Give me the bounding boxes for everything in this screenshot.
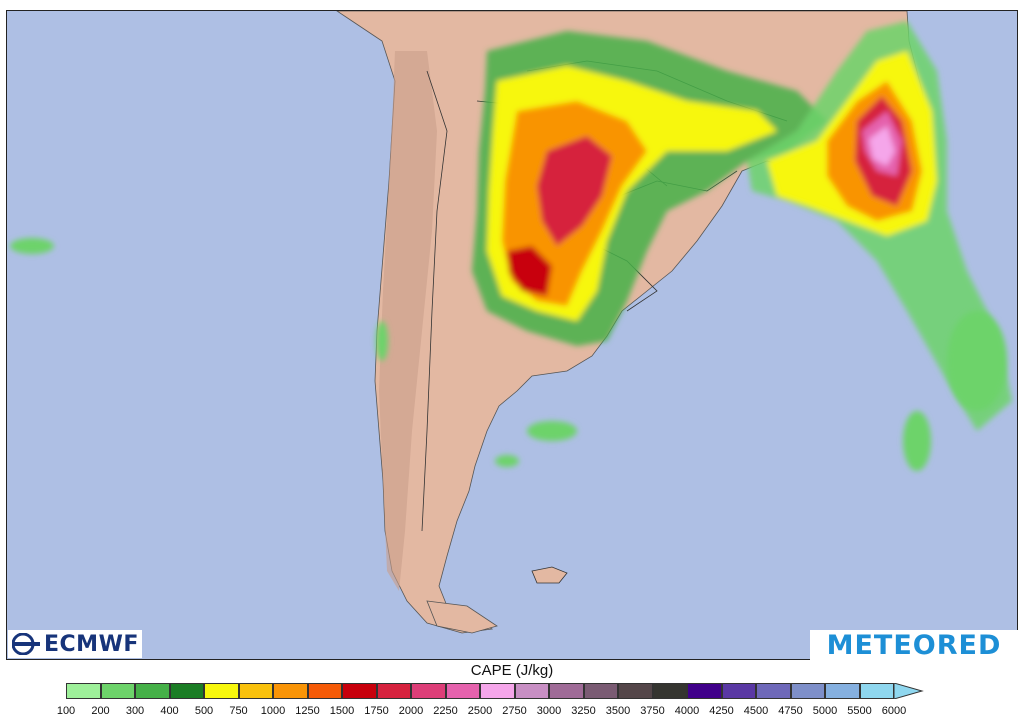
legend-tick-label: 300: [125, 705, 145, 717]
legend-tick-label: 750: [229, 705, 248, 717]
legend-tick-label: 200: [91, 705, 110, 717]
legend-tick-label: 4000: [674, 705, 700, 717]
legend-swatch: [411, 683, 446, 699]
legend-swatch: [480, 683, 515, 699]
ecmwf-logo: ECMWF: [8, 630, 142, 658]
legend-swatch: [756, 683, 791, 699]
legend-tick-label: 4500: [743, 705, 769, 717]
legend-swatch: [790, 683, 825, 699]
legend-tick-label: 2750: [502, 705, 527, 717]
meteored-text: METEORED: [826, 629, 1002, 661]
legend-tick-label: 4750: [778, 705, 803, 717]
legend-tick-label: 2250: [433, 705, 458, 717]
legend-tick-label: 3500: [605, 705, 631, 717]
legend-swatch: [342, 683, 377, 699]
legend-swatch: [66, 683, 101, 699]
ecmwf-text: ECMWF: [44, 631, 139, 657]
legend-swatch: [721, 683, 756, 699]
legend-swatch: [376, 683, 411, 699]
legend-tick-label: 2000: [398, 705, 424, 717]
legend-tick-label: 1750: [364, 705, 389, 717]
legend-swatch: [618, 683, 653, 699]
legend-swatch: [273, 683, 308, 699]
legend-swatch: [859, 683, 894, 699]
legend-tick-label: 3750: [640, 705, 665, 717]
legend-swatch: [445, 683, 480, 699]
land-falklands: [531, 566, 568, 584]
legend-tick-label: 500: [194, 705, 214, 717]
legend-swatch: [825, 683, 860, 699]
legend-tick-label: 1000: [260, 705, 286, 717]
legend-tick-label: 3250: [571, 705, 596, 717]
land-tierra-del-fuego: [426, 600, 498, 634]
map-canvas: [7, 11, 1017, 659]
legend-tick-label: 1500: [329, 705, 355, 717]
cape-patches: [10, 238, 1007, 471]
andes: [379, 51, 437, 591]
cape-map: [6, 10, 1018, 660]
legend-swatch: [549, 683, 584, 699]
legend-swatch: [135, 683, 170, 699]
legend-tick-label: 3000: [536, 705, 562, 717]
legend-swatch: [169, 683, 204, 699]
legend-swatch: [687, 683, 722, 699]
legend-tick-label: 1250: [295, 705, 320, 717]
legend-swatch: [100, 683, 135, 699]
legend-tick-label: 5500: [847, 705, 872, 717]
legend-swatch: [307, 683, 342, 699]
legend-swatch: [238, 683, 273, 699]
legend-arrow: [894, 683, 924, 699]
legend-title: CAPE (J/kg): [470, 662, 554, 679]
legend-swatch: [583, 683, 618, 699]
legend-swatch: [204, 683, 239, 699]
legend-tick-label: 4250: [709, 705, 734, 717]
legend-swatch: [514, 683, 549, 699]
legend-tick-label: 100: [56, 705, 76, 717]
legend-tick-label: 5000: [812, 705, 838, 717]
cape-field: [472, 21, 1012, 431]
legend-swatch: [652, 683, 687, 699]
legend-tick-label: 2500: [467, 705, 493, 717]
ecmwf-icon: [12, 633, 40, 655]
meteored-logo: METEORED: [810, 629, 1018, 661]
legend-tick-label: 6000: [881, 705, 907, 717]
legend-tick-label: 400: [160, 705, 179, 717]
